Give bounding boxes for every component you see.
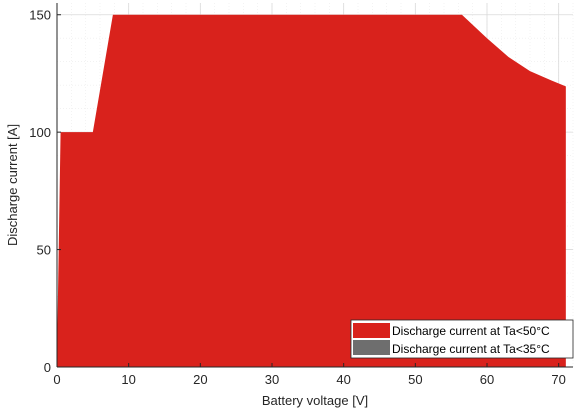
legend: Discharge current at Ta<50°C Discharge c… bbox=[350, 319, 574, 359]
x-tick-label: 60 bbox=[480, 372, 494, 387]
x-tick-label: 30 bbox=[265, 372, 279, 387]
x-axis-title: Battery voltage [V] bbox=[262, 393, 368, 408]
legend-label-35c: Discharge current at Ta<35°C bbox=[392, 342, 550, 356]
y-tick-label: 100 bbox=[29, 125, 51, 140]
y-axis-title: Discharge current [A] bbox=[5, 124, 20, 246]
series-area-0 bbox=[57, 14, 566, 367]
x-tick-label: 40 bbox=[336, 372, 350, 387]
x-tick-label: 50 bbox=[408, 372, 422, 387]
legend-swatch-35c bbox=[353, 340, 390, 355]
series-layer bbox=[57, 14, 566, 367]
legend-swatch-50c bbox=[353, 323, 390, 338]
legend-label-50c: Discharge current at Ta<50°C bbox=[392, 324, 550, 338]
x-tick-label: 70 bbox=[551, 372, 565, 387]
y-tick-label: 150 bbox=[29, 8, 51, 23]
y-tick-label: 0 bbox=[44, 360, 51, 375]
x-tick-label: 20 bbox=[193, 372, 207, 387]
x-tick-label: 0 bbox=[53, 372, 60, 387]
y-tick-label: 50 bbox=[37, 243, 51, 258]
x-tick-label: 10 bbox=[121, 372, 135, 387]
ticks-layer: 0 10 20 30 40 50 60 70 0 50 100 150 bbox=[29, 8, 566, 387]
